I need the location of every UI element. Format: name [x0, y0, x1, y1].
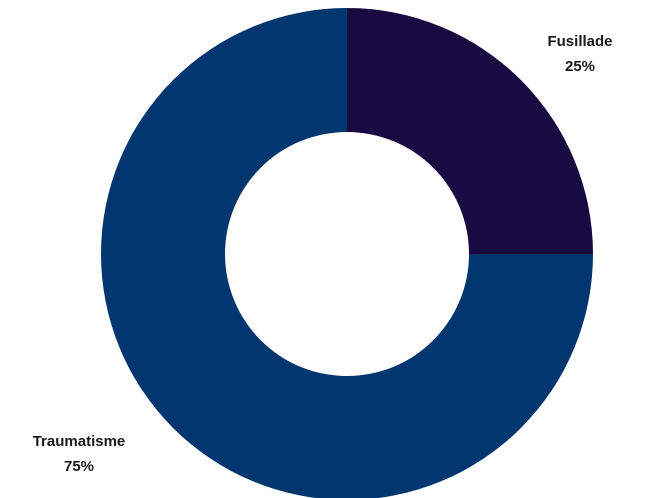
labels-group: Fusillade 25% Traumatisme 75% [33, 33, 613, 475]
slice-fusillade [347, 8, 593, 254]
slice-traumatisme [101, 8, 593, 498]
slice-label-traumatisme: Traumatisme [33, 433, 126, 450]
slice-percent-traumatisme: 75% [64, 458, 94, 475]
slice-percent-fusillade: 25% [565, 58, 595, 75]
slices-group [101, 8, 593, 498]
slice-label-fusillade: Fusillade [547, 33, 612, 50]
